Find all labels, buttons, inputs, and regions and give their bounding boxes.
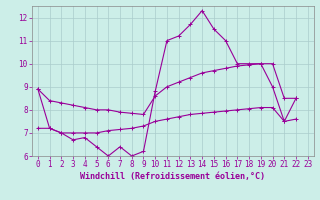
X-axis label: Windchill (Refroidissement éolien,°C): Windchill (Refroidissement éolien,°C)	[80, 172, 265, 181]
